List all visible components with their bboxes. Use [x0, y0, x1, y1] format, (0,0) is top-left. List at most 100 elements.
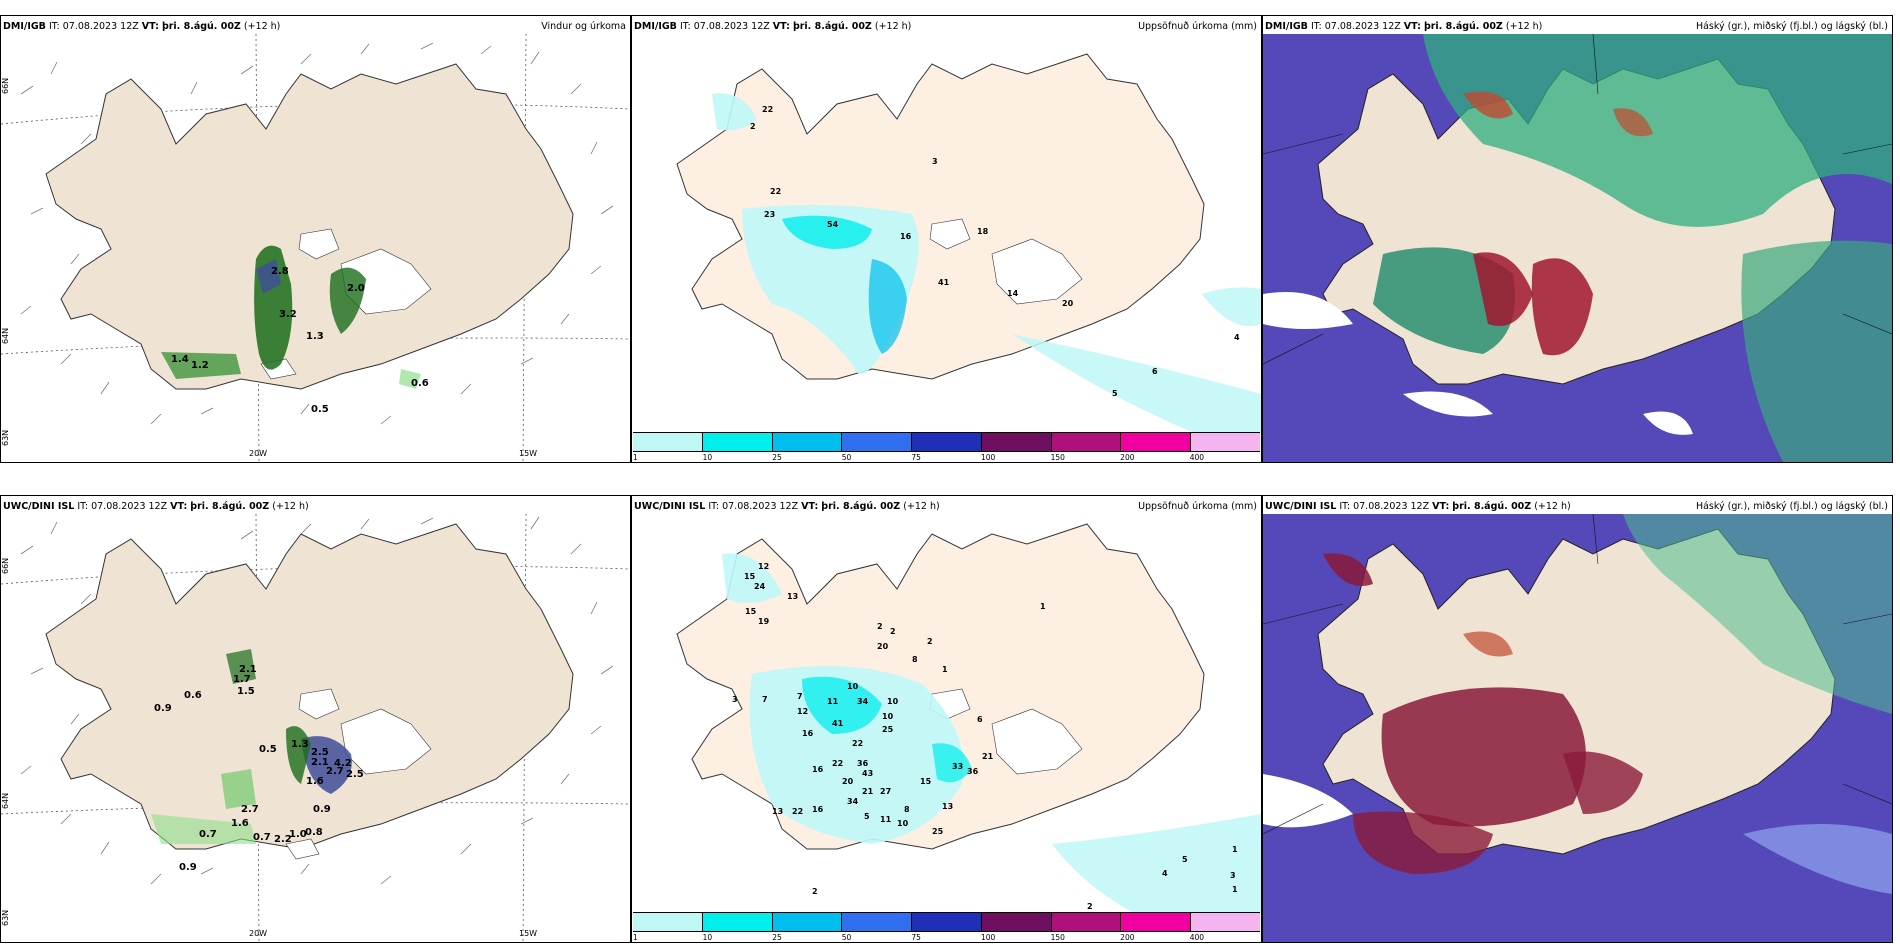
panel-accum-precip-uwc: UWC/DINI ISL IT: 07.08.2023 12Z VT: þri.…: [631, 495, 1262, 943]
svg-text:2.1: 2.1: [311, 757, 329, 768]
svg-text:12: 12: [797, 707, 808, 716]
svg-text:64N: 64N: [1, 328, 10, 344]
graticule: [1263, 514, 1892, 835]
svg-text:22: 22: [832, 759, 843, 768]
svg-text:21: 21: [982, 752, 994, 761]
svg-text:6: 6: [977, 715, 983, 724]
svg-text:0.9: 0.9: [179, 862, 197, 873]
svg-text:0.7: 0.7: [253, 832, 271, 843]
panel-clouds-dmi: DMI/IGB IT: 07.08.2023 12Z VT: þri. 8.ág…: [1262, 15, 1893, 463]
precip-colorbar: 1 10 25 50 75 100 150 200 400: [633, 432, 1261, 462]
svg-text:8: 8: [912, 655, 918, 664]
cbar-tick: 150: [1050, 933, 1065, 942]
panel-title: Háský (gr.), miðský (fj.bl.) og lágský (…: [1695, 21, 1888, 32]
svg-text:15: 15: [744, 572, 756, 581]
svg-text:23: 23: [764, 210, 775, 219]
cbar-tick: 400: [1189, 933, 1205, 942]
cbar-swatch: [633, 433, 703, 451]
cbar-swatch: [842, 913, 913, 931]
iceland-landmass: [45, 63, 574, 390]
svg-text:0.9: 0.9: [313, 804, 331, 815]
panel-header: DMI/IGB IT: 07.08.2023 12Z VT: þri. 8.ág…: [3, 21, 281, 32]
svg-text:13: 13: [772, 807, 783, 816]
precip-blobs: [161, 245, 421, 389]
svg-text:1: 1: [1232, 885, 1238, 894]
svg-text:2: 2: [1087, 902, 1093, 911]
svg-text:22: 22: [770, 187, 781, 196]
accum-precip-map: 22 2 3 22 23 54 16 18 41 14 20 4 6 5: [676, 53, 1261, 432]
svg-text:19: 19: [758, 617, 770, 626]
svg-text:11: 11: [827, 697, 839, 706]
svg-text:16: 16: [900, 232, 912, 241]
svg-text:36: 36: [857, 759, 869, 768]
svg-text:18: 18: [977, 227, 989, 236]
svg-text:1: 1: [942, 665, 948, 674]
svg-text:63N: 63N: [1, 910, 10, 926]
svg-text:20: 20: [842, 777, 854, 786]
svg-text:7: 7: [762, 695, 768, 704]
panel-title: Háský (gr.), miðský (fj.bl.) og lágský (…: [1695, 501, 1888, 512]
svg-text:20: 20: [877, 642, 889, 651]
svg-text:5: 5: [864, 812, 870, 821]
svg-text:8: 8: [904, 805, 910, 814]
svg-text:16: 16: [812, 765, 824, 774]
svg-text:12: 12: [758, 562, 769, 571]
svg-text:2.8: 2.8: [271, 266, 289, 277]
cbar-tick: 75: [911, 453, 921, 462]
precip-shading: [722, 553, 1261, 912]
accum-precip-map: 12 15 24 13 19 15 2 2 20 2 8 1 1 7 3 7 1…: [676, 523, 1261, 912]
cbar-tick: 25: [772, 453, 782, 462]
svg-text:2.7: 2.7: [241, 804, 259, 815]
panel-header: UWC/DINI ISL IT: 07.08.2023 12Z VT: þri.…: [1265, 501, 1571, 512]
panel-wind-precip-dmi: DMI/IGB IT: 07.08.2023 12Z VT: þri. 8.ág…: [0, 15, 631, 463]
svg-text:64N: 64N: [1, 793, 10, 809]
panel-header: DMI/IGB IT: 07.08.2023 12Z VT: þri. 8.ág…: [634, 21, 912, 32]
cbar-tick: 150: [1050, 453, 1065, 462]
svg-text:1.4: 1.4: [171, 354, 189, 365]
svg-text:2: 2: [812, 887, 818, 896]
cbar-tick: 200: [1120, 933, 1135, 942]
cbar-tick: 1: [633, 453, 638, 462]
cbar-swatch: [842, 433, 913, 451]
svg-text:21: 21: [862, 787, 874, 796]
cbar-tick: 50: [841, 933, 852, 942]
panel-header: DMI/IGB IT: 07.08.2023 12Z VT: þri. 8.ág…: [1265, 21, 1543, 32]
cbar-swatch: [1121, 913, 1192, 931]
panel-title: Vindur og úrkoma: [541, 21, 626, 32]
svg-text:1.3: 1.3: [306, 331, 324, 342]
svg-text:2: 2: [890, 627, 896, 636]
panel-clouds-uwc: UWC/DINI ISL IT: 07.08.2023 12Z VT: þri.…: [1262, 495, 1893, 943]
cbar-tick: 10: [702, 933, 713, 942]
svg-text:1.0: 1.0: [289, 829, 307, 840]
svg-text:0.8: 0.8: [305, 827, 323, 838]
svg-text:0.7: 0.7: [199, 829, 217, 840]
svg-text:3: 3: [1230, 871, 1236, 880]
cloud-shading: [1263, 514, 1892, 894]
cbar-tick: 400: [1189, 453, 1205, 462]
svg-text:14: 14: [1007, 289, 1019, 298]
svg-text:66N: 66N: [1, 558, 10, 574]
svg-text:34: 34: [857, 697, 869, 706]
svg-text:10: 10: [897, 819, 909, 828]
cbar-swatch: [1191, 433, 1261, 451]
axis-labels: 20W 15W 66N 64N 63N: [1, 558, 537, 938]
svg-text:20W: 20W: [249, 929, 267, 938]
svg-text:2: 2: [877, 622, 883, 631]
svg-text:10: 10: [887, 697, 899, 706]
precip-value-labels: 0.6 0.9 2.1 1.7 1.5 1.3 0.5 2.5 2.1 2.7 …: [154, 664, 364, 873]
cbar-tick: 25: [772, 933, 782, 942]
svg-text:2: 2: [927, 637, 933, 646]
glaciers: [285, 688, 432, 860]
panel-header: UWC/DINI ISL IT: 07.08.2023 12Z VT: þri.…: [634, 501, 940, 512]
svg-text:2.7: 2.7: [326, 766, 344, 777]
iceland-landmass: [45, 523, 574, 850]
svg-text:1.2: 1.2: [191, 360, 209, 371]
svg-text:10: 10: [847, 682, 859, 691]
svg-text:10: 10: [882, 712, 894, 721]
svg-text:15W: 15W: [519, 929, 537, 938]
panel-header: UWC/DINI ISL IT: 07.08.2023 12Z VT: þri.…: [3, 501, 309, 512]
cbar-swatch: [772, 913, 843, 931]
svg-text:2.5: 2.5: [346, 769, 364, 780]
svg-text:36: 36: [967, 767, 979, 776]
svg-text:2.1: 2.1: [239, 664, 257, 675]
